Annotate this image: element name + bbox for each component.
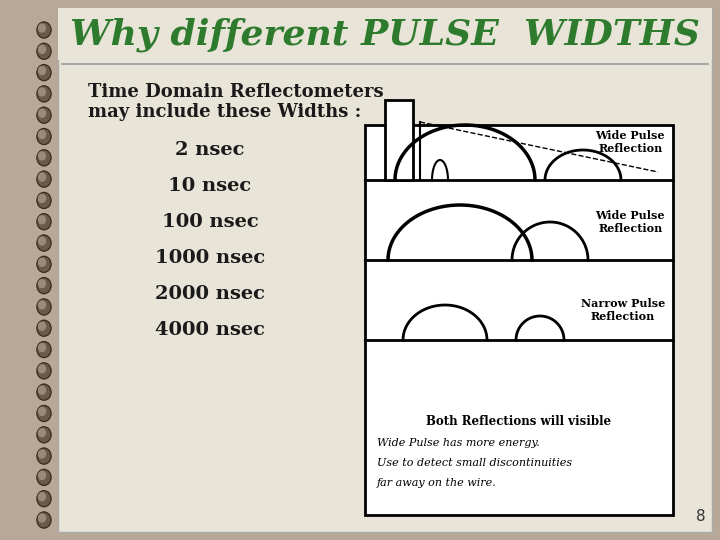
Ellipse shape [38,45,45,53]
Text: 2 nsec: 2 nsec [175,141,245,159]
Ellipse shape [37,150,51,166]
Ellipse shape [38,322,45,330]
Ellipse shape [38,88,45,96]
Ellipse shape [38,194,45,202]
Text: Narrow Pulse
Reflection: Narrow Pulse Reflection [581,298,665,322]
Ellipse shape [37,469,51,485]
Ellipse shape [37,384,51,400]
Text: 100 nsec: 100 nsec [161,213,258,231]
Ellipse shape [37,86,51,102]
Ellipse shape [38,450,45,458]
Ellipse shape [38,173,45,181]
Text: Use to detect small discontinuities: Use to detect small discontinuities [377,458,572,468]
Ellipse shape [37,512,51,528]
Ellipse shape [38,429,45,437]
Ellipse shape [38,280,45,288]
Ellipse shape [37,491,51,507]
Text: Why different PULSE  WIDTHS: Why different PULSE WIDTHS [70,18,700,52]
Ellipse shape [37,320,51,336]
Ellipse shape [38,343,45,352]
Ellipse shape [38,258,45,266]
Ellipse shape [37,22,51,38]
Ellipse shape [38,471,45,480]
Text: Wide Pulse
Reflection: Wide Pulse Reflection [595,130,665,154]
Ellipse shape [37,192,51,208]
Text: Time Domain Reflectometers: Time Domain Reflectometers [88,83,384,101]
Ellipse shape [37,427,51,443]
Ellipse shape [37,214,51,230]
Ellipse shape [38,365,45,373]
Ellipse shape [37,171,51,187]
Ellipse shape [38,131,45,139]
Text: 4000 nsec: 4000 nsec [155,321,265,339]
Bar [365,125,673,515]
Ellipse shape [37,299,51,315]
Ellipse shape [37,406,51,422]
Ellipse shape [37,363,51,379]
Ellipse shape [38,237,45,245]
Ellipse shape [37,43,51,59]
Ellipse shape [38,386,45,394]
Ellipse shape [38,66,45,75]
Ellipse shape [38,109,45,117]
Ellipse shape [37,342,51,357]
Text: 10 nsec: 10 nsec [168,177,251,195]
Ellipse shape [37,65,51,80]
Ellipse shape [37,448,51,464]
Ellipse shape [38,24,45,32]
Ellipse shape [38,216,45,224]
FancyBboxPatch shape [58,8,712,532]
Text: 8: 8 [696,509,706,524]
Text: 1000 nsec: 1000 nsec [155,249,265,267]
Text: may include these Widths :: may include these Widths : [88,103,361,121]
Text: Wide Pulse
Reflection: Wide Pulse Reflection [595,210,665,234]
Ellipse shape [38,408,45,415]
Ellipse shape [38,152,45,160]
Ellipse shape [38,301,45,309]
Text: Both Reflections will visible: Both Reflections will visible [426,415,611,428]
Bar [385,100,413,180]
Ellipse shape [37,129,51,145]
Ellipse shape [37,256,51,272]
Ellipse shape [37,278,51,294]
Ellipse shape [37,235,51,251]
Text: far away on the wire.: far away on the wire. [377,478,497,488]
Text: Wide Pulse has more energy.: Wide Pulse has more energy. [377,438,540,448]
Bar [58,8,712,60]
Ellipse shape [38,492,45,501]
Ellipse shape [37,107,51,123]
Text: 2000 nsec: 2000 nsec [155,285,265,303]
Ellipse shape [38,514,45,522]
